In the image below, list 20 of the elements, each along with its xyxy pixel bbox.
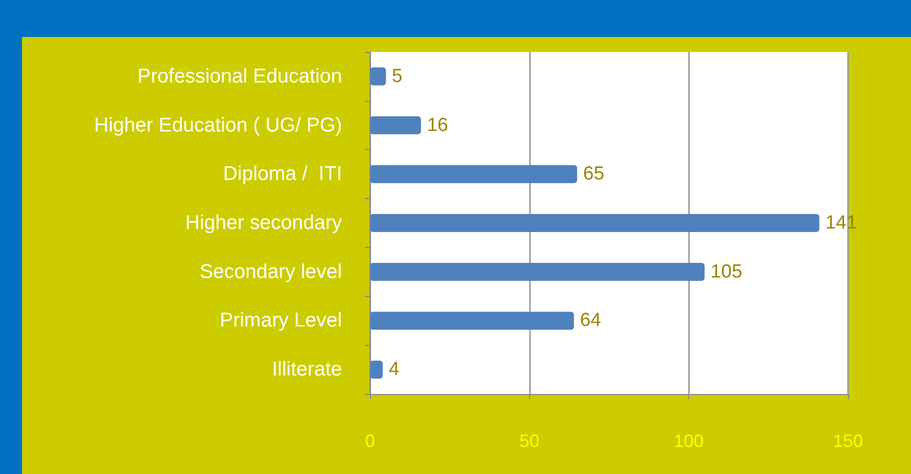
data-label: 65 [583,164,604,185]
data-label: 4 [388,359,400,380]
bar [370,214,820,232]
y-tick-label: Diploma / ITI [223,163,342,186]
data-label: 5 [392,66,403,87]
data-label: 16 [426,114,448,136]
bar [370,165,578,184]
bar [370,360,383,379]
data-label: 64 [580,310,602,332]
bar [370,312,574,330]
data-label: 105 [710,261,742,282]
y-tick-label: Primary Level [220,310,342,332]
y-tick-label: Higher Education ( UG/ PG) [94,114,342,136]
y-tick-label: Secondary level [200,260,342,283]
bar [370,262,705,281]
bar [370,116,421,134]
y-tick-label: Illiterate [272,358,342,381]
y-tick-label: Professional Education [137,65,342,88]
y-tick-label: Higher secondary [185,212,342,234]
bar [370,67,386,86]
